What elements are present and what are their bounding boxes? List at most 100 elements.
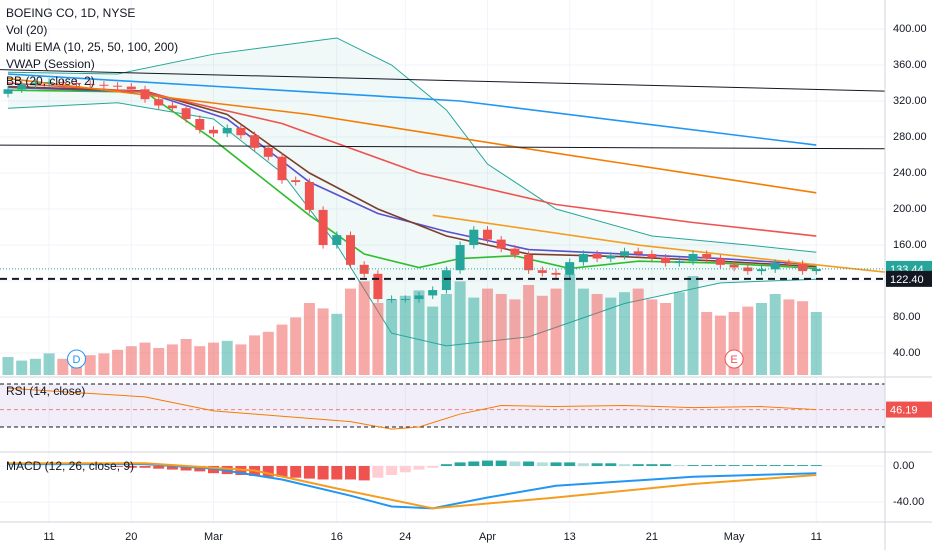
volume-bar: [564, 274, 576, 375]
volume-bar: [358, 281, 370, 375]
y-tick-label: 280.00: [893, 131, 927, 143]
volume-bar: [509, 299, 521, 375]
volume-bar: [660, 303, 672, 375]
volume-bar: [632, 288, 644, 375]
symbol-title[interactable]: BOEING CO, 1D, NYSE: [6, 6, 135, 20]
candle-body: [373, 273, 383, 300]
x-tick-label: 11: [811, 531, 822, 543]
candle-body: [606, 255, 616, 259]
indicator-line: [7, 89, 817, 270]
candle-body: [770, 263, 780, 270]
candle-body: [250, 135, 260, 148]
indicator-label[interactable]: Multi EMA (10, 25, 50, 100, 200): [6, 40, 178, 54]
indicator-line: [0, 69, 885, 92]
macd-histogram-bar: [331, 465, 343, 480]
macd-histogram-bar: [139, 465, 151, 468]
y-tick-label: 320.00: [893, 95, 927, 107]
x-tick-label: 24: [399, 531, 411, 543]
macd-histogram-bar: [728, 465, 740, 466]
volume-bar: [290, 317, 302, 375]
candle-body: [702, 254, 712, 259]
volume-bar: [221, 340, 233, 375]
indicator-label[interactable]: RSI (14, close): [6, 384, 85, 398]
candle-body: [332, 235, 342, 246]
macd-histogram-bar: [660, 464, 672, 466]
candle-body: [688, 254, 698, 262]
candle-body: [757, 269, 766, 272]
indicator-line: [0, 144, 885, 150]
macd-histogram-bar: [756, 465, 767, 466]
macd-histogram-bar: [468, 461, 480, 466]
candle-body: [496, 239, 506, 249]
event-marker-label: E: [730, 354, 737, 366]
volume-bar: [646, 299, 658, 375]
macd-histogram-bar: [276, 465, 288, 477]
candle-body: [469, 229, 479, 246]
indicator-line: [7, 85, 817, 268]
candle-body: [455, 245, 465, 271]
volume-bar: [153, 348, 165, 375]
x-tick-label: Mar: [204, 531, 223, 543]
macd-histogram-bar: [482, 460, 493, 466]
candle-body: [126, 86, 136, 90]
candle-body: [154, 99, 164, 106]
price-badge: [886, 270, 932, 287]
price-badge-label: 46.19: [890, 404, 918, 416]
volume-bar: [810, 312, 822, 375]
macd-histogram-bar: [810, 465, 822, 466]
indicator-label[interactable]: VWAP (Session): [6, 57, 95, 71]
volume-bar: [208, 342, 219, 375]
volume-bar: [536, 295, 548, 375]
price-badge-label: 122.40: [890, 274, 924, 286]
candle-body: [304, 182, 314, 210]
x-tick-label: 13: [564, 531, 576, 543]
event-marker: [724, 349, 744, 369]
candle-body: [811, 268, 821, 272]
volume-bar: [523, 285, 535, 375]
volume-bar: [577, 288, 589, 375]
indicator-label[interactable]: Vol (20): [6, 23, 47, 37]
candle-body: [483, 229, 492, 240]
volume-bar: [769, 294, 781, 375]
event-marker: [67, 349, 86, 369]
macd-histogram-bar: [495, 460, 507, 466]
macd-histogram-bar: [125, 465, 137, 468]
macd-histogram-bar: [509, 461, 521, 466]
y-tick-label: -40.00: [893, 496, 924, 508]
candle-body: [537, 270, 547, 273]
candle-body: [167, 105, 177, 109]
volume-bar: [673, 292, 685, 375]
bollinger-fill: [8, 37, 817, 346]
indicator-label[interactable]: MACD (12, 26, close, 9): [6, 459, 134, 473]
candle-body: [510, 248, 520, 255]
volume-bar: [440, 294, 452, 375]
volume-bar: [605, 297, 617, 375]
volume-bar: [728, 312, 740, 375]
macd-histogram-bar: [714, 465, 726, 466]
macd-histogram-bar: [303, 465, 315, 479]
macd-histogram-bar: [536, 462, 548, 466]
rsi-band-fill: [0, 383, 885, 427]
candle-body: [195, 118, 205, 130]
macd-histogram-bar: [427, 465, 439, 468]
macd-histogram-bar: [372, 465, 384, 478]
volume-bar: [2, 357, 14, 375]
y-tick-label: 200.00: [893, 203, 927, 215]
candle-body: [798, 263, 808, 272]
indicator-label[interactable]: BB (20, close, 2): [6, 74, 95, 88]
volume-bar: [29, 358, 41, 375]
y-tick-label: 0.00: [893, 460, 914, 472]
candle-body: [3, 89, 13, 94]
candle-body: [291, 180, 301, 183]
candle-body: [620, 251, 629, 256]
macd-histogram-bar: [619, 464, 630, 466]
y-tick-label: 160.00: [893, 239, 927, 251]
volume-bar: [742, 306, 754, 375]
volume-bar: [84, 355, 96, 375]
signal-line: [8, 462, 817, 510]
volume-bar: [550, 288, 562, 375]
macd-histogram-bar: [454, 462, 466, 466]
volume-bar: [413, 290, 425, 375]
